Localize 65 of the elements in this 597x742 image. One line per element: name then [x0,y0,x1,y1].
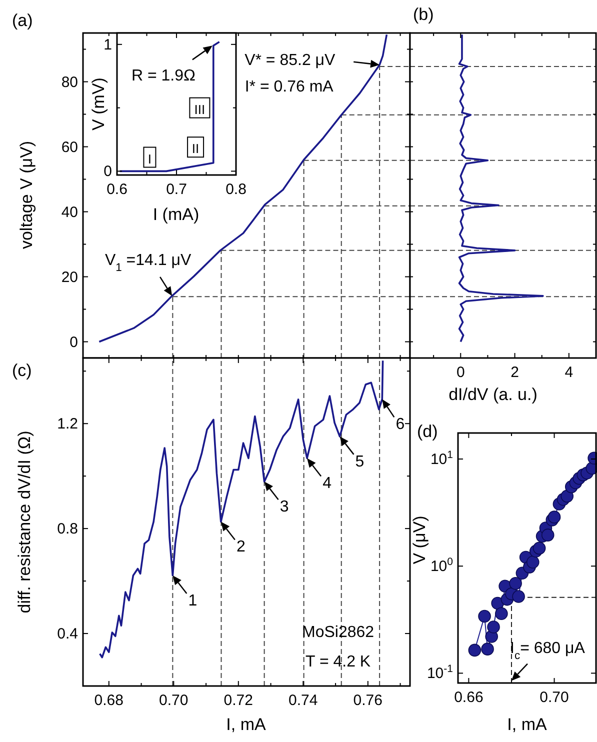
annotation: 3 [280,498,289,516]
annotation: 4 [322,475,332,492]
x-tick-label: 0 [456,364,465,381]
point [541,528,554,542]
x-axis-title: I, mA [226,715,266,734]
x-tick-label: 0.68 [94,692,124,709]
x-tick-label: 4 [564,364,574,381]
y-axis-title: voltage V (μV) [17,140,36,250]
x-tick-label: 0.70 [540,689,569,706]
annotation: II [192,141,200,156]
x-tick-label: 0.74 [288,692,318,709]
chart-title: (b) [413,5,434,24]
y-tick-label: 1.2 [57,416,78,433]
point [512,590,525,603]
chart-title: (c) [12,361,32,380]
x-tick-label: 0.70 [159,692,188,709]
x-tick-label: 0.72 [224,692,254,709]
x-tick-label: 0.6 [106,181,128,198]
point [481,642,494,656]
point [495,607,508,620]
y-tick-label: 0 [70,334,78,351]
y-axis-title: diff. resistance dV/dI (Ω) [15,430,34,614]
point [560,490,574,503]
y-tick-label: 10$^{1}$ [430,449,454,468]
annotation: I [148,151,152,166]
chart-title: (a) [12,11,33,30]
y-tick-label: 20 [61,268,78,286]
x-tick-label: 0.8 [226,181,246,198]
point [532,542,546,555]
point [468,644,482,657]
point [548,510,561,524]
annotation: I* = 0.76 mA [244,78,334,96]
y-tick-label: 10$^{-1}$ [426,663,454,682]
annotation: T = 4.2 K [306,653,371,670]
y-tick-label: 0.4 [57,626,78,643]
x-axis-title: I (mA) [152,205,200,224]
y-tick-label: 40 [61,204,78,221]
point [478,610,491,623]
annotation: 5 [355,453,364,470]
annotation: V* = 85.2 μV [244,52,336,69]
annotation: R = 1.9Ω [131,68,196,85]
annotation: I$_{c}$= 680 μA [510,640,586,662]
point [509,576,522,590]
annotation: 2 [236,538,246,556]
point [526,556,540,569]
y-axis-title: V (mV) [89,78,108,130]
annotation: III [194,102,206,117]
line-series [118,40,220,172]
y-tick-label: 10$^{0}$ [430,556,454,576]
y-tick-label: 80 [61,74,78,91]
y-tick-label: 60 [61,138,78,156]
y-axis-title: V (μV) [410,516,429,564]
point [487,620,500,634]
annotation: MoSi2862 [302,624,374,641]
annotation: 1 [188,592,198,610]
y-tick-label: 0.8 [57,520,78,538]
x-tick-label: 0.66 [454,689,484,706]
chart-title: (d) [417,422,438,441]
x-tick-label: 0.7 [166,181,187,198]
x-tick-label: 0.76 [353,692,383,709]
annotation: 6 [396,416,405,434]
x-axis-title: I, mA [507,715,548,734]
annotation: V$_{1}$ =14.1 μV [104,252,192,274]
x-axis-title: dI/dV (a. u.) [448,385,538,404]
x-tick-label: 2 [510,364,519,381]
